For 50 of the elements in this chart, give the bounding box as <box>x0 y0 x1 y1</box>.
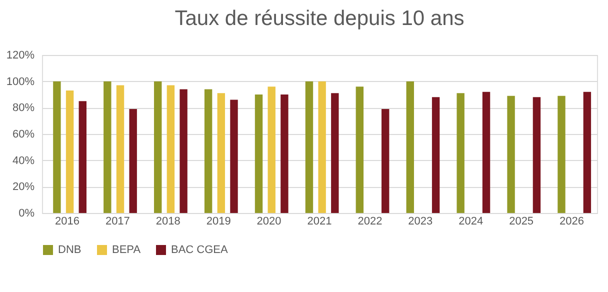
y-tick-label: 80% <box>12 102 35 114</box>
bar <box>66 90 74 213</box>
bar <box>305 81 314 213</box>
y-tick-label: 20% <box>12 181 35 194</box>
bar <box>78 101 86 213</box>
bar <box>382 108 390 213</box>
bar <box>116 85 124 213</box>
bar <box>53 81 61 213</box>
x-tick-label: 2021 <box>307 216 332 228</box>
bar <box>204 89 212 213</box>
bar <box>154 81 162 213</box>
bar <box>318 81 326 213</box>
bar <box>558 96 566 213</box>
bar <box>129 108 137 213</box>
x-tick-label: 2023 <box>408 216 433 228</box>
legend-label: DNB <box>58 244 82 256</box>
bar <box>180 89 188 213</box>
bar <box>217 93 226 213</box>
legend-label: BEPA <box>112 244 142 256</box>
bar <box>432 97 440 213</box>
bar <box>230 100 238 213</box>
bar <box>104 81 112 213</box>
bar <box>331 93 339 213</box>
bar <box>456 93 464 213</box>
bar <box>166 85 175 213</box>
y-tick-label: 60% <box>12 128 35 140</box>
y-tick-label: 120% <box>6 50 35 62</box>
bar <box>507 96 515 213</box>
x-tick-label: 2020 <box>256 216 282 228</box>
x-tick-label: 2024 <box>458 216 484 228</box>
bar <box>254 94 263 213</box>
x-tick-label: 2019 <box>206 216 231 228</box>
bar <box>406 81 414 213</box>
x-tick-label: 2025 <box>509 216 534 228</box>
x-tick-label: 2016 <box>54 216 80 228</box>
x-tick-label: 2022 <box>358 216 382 228</box>
legend-label: BAC CGEA <box>171 244 229 256</box>
y-tick-label: 0% <box>18 208 35 220</box>
x-tick-label: 2018 <box>156 216 180 228</box>
chart-title: Taux de réussite depuis 10 ans <box>174 7 464 30</box>
bar <box>280 94 288 213</box>
x-tick-label: 2017 <box>105 216 130 228</box>
y-tick-label: 100% <box>6 76 35 88</box>
bar <box>583 92 592 213</box>
bar <box>532 97 541 213</box>
bar <box>482 92 490 213</box>
y-tick-label: 40% <box>12 154 35 167</box>
x-tick-label: 2026 <box>560 216 584 228</box>
bar <box>356 86 364 213</box>
bar <box>268 86 276 213</box>
